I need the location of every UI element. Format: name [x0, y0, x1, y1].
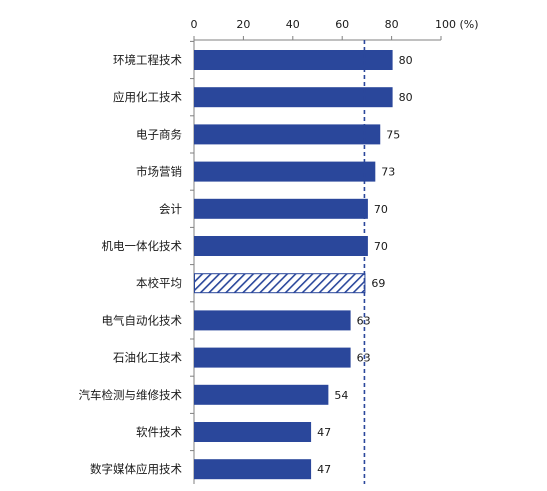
data-label: 70 — [374, 203, 388, 216]
category-label: 电气自动化技术 — [102, 313, 183, 327]
category-label: 应用化工技术 — [113, 90, 182, 104]
data-label: 47 — [317, 426, 331, 439]
bar — [194, 384, 329, 405]
x-tick-label: 80 — [385, 18, 399, 31]
bar — [194, 459, 312, 480]
bars — [194, 40, 393, 484]
category-label: 本校平均 — [136, 276, 182, 290]
data-label: 69 — [371, 277, 385, 290]
bar — [194, 161, 376, 182]
category-label: 机电一体化技术 — [102, 239, 183, 253]
x-tick-label: 20 — [236, 18, 250, 31]
bar — [194, 422, 312, 442]
bar — [194, 310, 351, 331]
data-label: 63 — [357, 314, 371, 327]
x-tick-label: 60 — [335, 18, 349, 31]
bar — [194, 124, 381, 145]
x-tick-label: 100 (%) — [435, 18, 479, 31]
data-label: 80 — [399, 91, 413, 104]
category-label: 汽车检测与维修技术 — [79, 388, 183, 402]
data-label: 47 — [317, 463, 331, 476]
bar — [194, 347, 351, 368]
category-label: 数字媒体应用技术 — [90, 462, 182, 476]
bar-average — [194, 273, 366, 294]
category-label: 市场营销 — [136, 165, 182, 179]
data-label: 73 — [381, 166, 395, 179]
x-tick-label: 40 — [286, 18, 300, 31]
data-label: 80 — [399, 54, 413, 67]
category-label: 电子商务 — [136, 127, 182, 141]
data-label: 75 — [386, 128, 400, 141]
labels: 0 20 40 60 80 100 (%) 环境工程技术 80 应用化工技术 80 电子商务 75 市场… — [79, 18, 479, 476]
bar — [194, 87, 393, 108]
bar — [194, 236, 368, 256]
category-label: 软件技术 — [136, 425, 182, 439]
data-label: 54 — [334, 389, 348, 402]
category-label: 会计 — [159, 202, 182, 216]
data-label: 63 — [357, 352, 371, 365]
data-label: 70 — [374, 240, 388, 253]
x-tick-label: 0 — [191, 18, 198, 31]
category-label: 石油化工技术 — [113, 351, 182, 365]
bar — [194, 198, 368, 219]
category-label: 环境工程技术 — [113, 53, 182, 67]
bar — [194, 50, 393, 70]
axes — [190, 36, 442, 484]
